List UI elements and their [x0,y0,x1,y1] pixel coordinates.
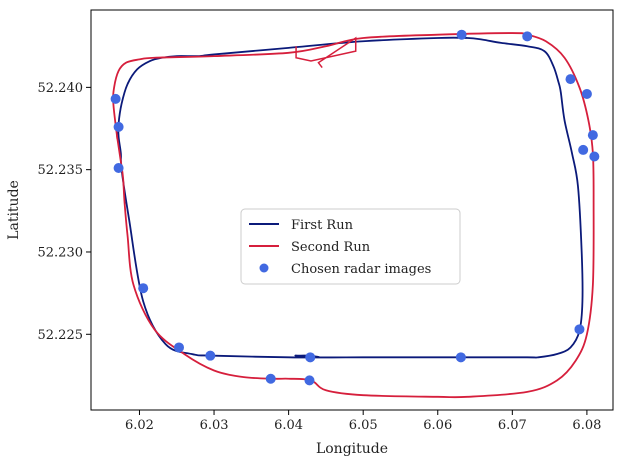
radar-image-point [574,324,585,335]
legend-swatch-radar-images [259,263,269,273]
plot-area [110,29,600,399]
radar-image-point [110,93,121,104]
x-tick-label: 6.06 [423,418,452,433]
radar-image-point [265,373,276,384]
x-tick-label: 6.04 [274,418,303,433]
legend-box [240,208,461,285]
x-axis-label: Longitude [316,441,388,457]
radar-image-point [205,350,216,361]
radar-image-point [565,74,576,85]
y-axis-ticks: 52.225 52.230 52.235 52.240 [38,81,91,343]
plot-frame [90,9,614,411]
radar-image-point [587,130,598,141]
x-tick-label: 6.05 [349,418,378,433]
legend-label-radar-images: Chosen radar images [291,262,431,277]
y-tick-label: 52.225 [38,328,84,343]
radar-image-point [589,151,600,162]
x-axis-ticks: 6.02 6.03 6.04 6.05 6.06 6.07 6.08 [125,410,601,433]
radar-image-point [578,144,589,155]
second-run-detour [295,36,357,69]
y-tick-label: 52.240 [38,81,84,96]
y-axis-label: Latitude [6,180,22,240]
radar-image-point [138,283,149,294]
legend-label-second-run: Second Run [291,240,371,255]
x-tick-label: 6.03 [200,418,229,433]
x-tick-label: 6.02 [125,418,154,433]
legend: First Run Second Run Chosen radar images [240,208,461,285]
radar-image-point [304,375,315,386]
first-run-line [117,36,584,359]
radar-image-point [456,29,467,40]
y-tick-label: 52.230 [38,245,84,260]
radar-image-point [455,352,466,363]
radar-image-point [113,163,124,174]
x-tick-label: 6.08 [572,418,601,433]
radar-image-point [581,88,592,99]
second-run-line [112,32,595,399]
legend-label-first-run: First Run [291,218,354,233]
y-tick-label: 52.235 [38,163,84,178]
radar-image-point [113,121,124,132]
radar-image-point [173,342,184,353]
radar-image-point [522,31,533,42]
radar-image-point [305,352,316,363]
x-tick-label: 6.07 [498,418,527,433]
